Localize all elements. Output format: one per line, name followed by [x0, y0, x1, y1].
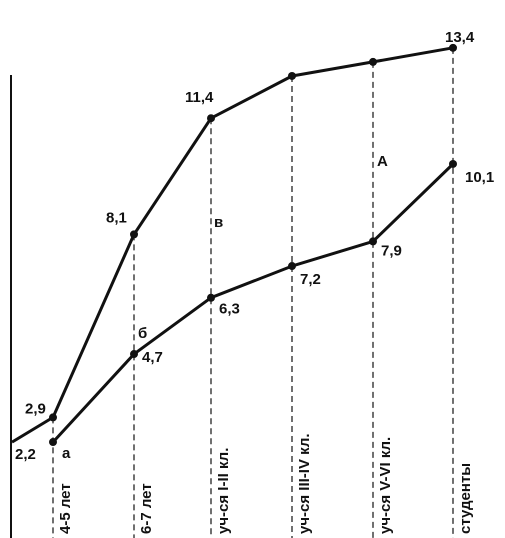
series-line-2: [51, 162, 455, 444]
category-label-2: 6-7 лет: [138, 483, 155, 534]
series-2-point-4: [288, 262, 296, 271]
annotation-2: б: [138, 325, 147, 342]
series-2-point-2: [130, 350, 138, 359]
series-2-point-1: [49, 438, 57, 447]
category-label-6: студенты: [457, 463, 474, 534]
annotation-1: а: [62, 445, 71, 462]
annotation-4: А: [377, 153, 388, 170]
series-1-point-4: [288, 71, 296, 80]
series-1-point-1: [49, 413, 57, 422]
series-2-point-6: [449, 159, 457, 168]
series-2-point-5: [369, 237, 377, 246]
category-label-1: 4-5 лет: [57, 483, 74, 534]
data-label-s1-2: 8,1: [106, 209, 127, 226]
category-label-4: уч-ся III-IV кл.: [296, 433, 313, 534]
data-label-s2-1: 2,2: [15, 446, 36, 463]
series-1-point-6: [449, 43, 457, 52]
data-label-s1-6: 13,4: [445, 29, 475, 46]
series-1-point-2: [130, 230, 138, 239]
data-label-s2-5: 7,9: [381, 242, 402, 259]
category-label-5: уч-ся V-VI кл.: [377, 437, 394, 534]
annotation-3: в: [214, 214, 223, 231]
data-label-s2-6: 10,1: [465, 169, 494, 186]
data-label-s2-3: 6,3: [219, 301, 240, 318]
category-label-3: уч-ся I-II кл.: [215, 448, 232, 534]
data-label-s2-2: 4,7: [142, 349, 163, 366]
series-2-point-3: [207, 293, 215, 302]
data-label-s1-3: 11,4: [185, 89, 214, 106]
series-1-point-5: [369, 57, 377, 66]
data-label-s2-4: 7,2: [300, 271, 321, 288]
series-1-point-3: [207, 114, 215, 123]
data-label-s1-1: 2,9: [25, 400, 46, 417]
